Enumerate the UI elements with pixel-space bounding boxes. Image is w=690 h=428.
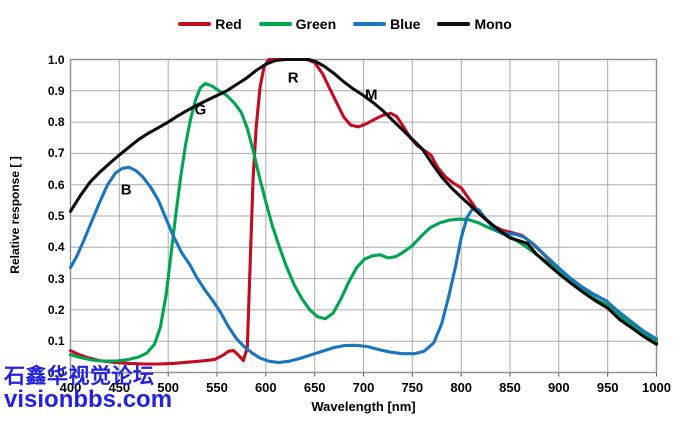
legend-item-blue: Blue xyxy=(353,17,420,31)
svg-text:M: M xyxy=(365,86,378,103)
x-tick-label: 750 xyxy=(401,379,424,395)
x-tick-label: 950 xyxy=(596,379,619,395)
legend-item-green: Green xyxy=(258,16,337,32)
x-tick-label: 600 xyxy=(254,379,277,395)
y-tick-label: 0.5 xyxy=(47,209,65,223)
x-tick-label: 900 xyxy=(547,379,570,395)
y-tick-label: 0.6 xyxy=(47,177,65,192)
x-tick-label: 1000 xyxy=(642,379,671,395)
legend-label-blue: Blue xyxy=(390,16,421,32)
watermark-line1: 石鑫华视觉论坛 xyxy=(4,365,155,388)
x-tick-label: 700 xyxy=(352,379,375,395)
y-tick-label: 0.9 xyxy=(47,83,65,98)
x-tick-label: 850 xyxy=(499,379,521,395)
x-tick-label: 550 xyxy=(206,379,228,395)
svg-text:B: B xyxy=(121,182,132,199)
blue-line-swatch-icon xyxy=(353,22,387,26)
svg-text:G: G xyxy=(195,101,207,118)
watermark-line2: visionbbs.com xyxy=(4,385,173,413)
y-tick-label: 0.7 xyxy=(47,146,65,161)
svg-text:R: R xyxy=(288,70,299,87)
x-tick-label: 500 xyxy=(157,379,180,395)
x-axis-title: Wavelength [nm] xyxy=(311,399,416,414)
x-tick-label: 800 xyxy=(450,379,473,395)
y-tick-label: 0.1 xyxy=(47,334,65,349)
y-tick-label: 0.4 xyxy=(47,240,65,255)
green-line-swatch-icon xyxy=(258,22,292,26)
chart-legend: Red Green Blue Mono xyxy=(0,17,690,31)
legend-label-red: Red xyxy=(215,16,242,32)
legend-label-green: Green xyxy=(295,16,337,32)
y-tick-label: 0.2 xyxy=(47,302,65,317)
x-tick-label: 650 xyxy=(303,379,326,395)
legend-label-mono: Mono xyxy=(474,16,512,32)
y-tick-label: 0.3 xyxy=(47,271,65,286)
y-tick-label: 1.0 xyxy=(47,52,65,67)
y-axis-title: Relative response [ ] xyxy=(8,156,22,274)
y-tick-label: 0.8 xyxy=(47,115,65,130)
legend-item-red: Red xyxy=(178,16,242,32)
watermark: 石鑫华视觉论坛 visionbbs.com xyxy=(4,366,172,413)
y-tick-label: 0.0 xyxy=(47,365,65,380)
mono-line-swatch-icon xyxy=(437,22,471,26)
x-tick-label: 450 xyxy=(108,379,131,395)
legend-item-mono: Mono xyxy=(437,16,512,32)
x-tick-label: 400 xyxy=(59,379,82,395)
red-line-swatch-icon xyxy=(178,22,212,26)
